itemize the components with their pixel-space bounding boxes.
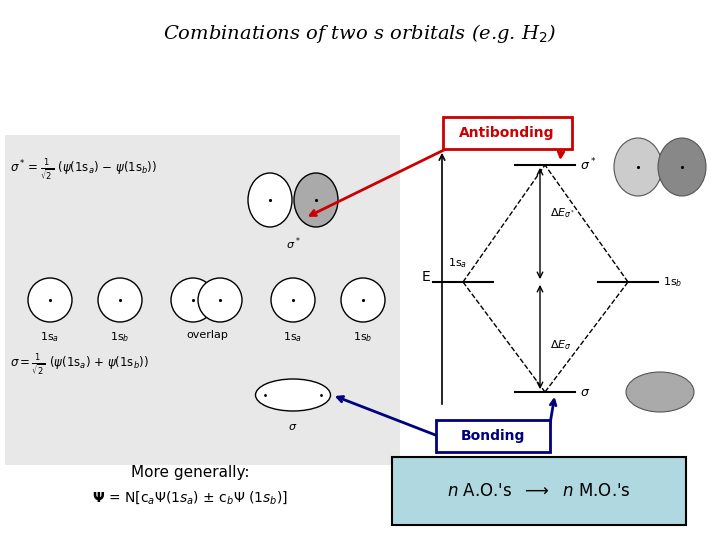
Text: Combinations of two s orbitals (e.g. H$_2$): Combinations of two s orbitals (e.g. H$_… [163,22,557,45]
Ellipse shape [614,138,662,196]
Ellipse shape [626,372,694,412]
Ellipse shape [658,138,706,196]
FancyBboxPatch shape [392,457,686,525]
Ellipse shape [271,278,315,322]
Text: $\Delta E_{\sigma}$: $\Delta E_{\sigma}$ [550,338,572,352]
Text: $\mathbf{\Psi}$ = N[c$_a$$\Psi$($\it{1s_a}$) $\pm$ c$_b$$\Psi$ ($\it{1s_b}$)]: $\mathbf{\Psi}$ = N[c$_a$$\Psi$($\it{1s_… [92,490,288,507]
Text: $\sigma$: $\sigma$ [288,422,297,432]
Text: $\sigma = \frac{1}{\sqrt{2}}$ ($\psi$(1s$_a$) $+$ $\psi$(1s$_b$)): $\sigma = \frac{1}{\sqrt{2}}$ ($\psi$(1s… [10,353,149,377]
Text: 1s$_a$: 1s$_a$ [449,256,467,270]
Text: $\sigma^*$: $\sigma^*$ [580,157,596,173]
Text: $\it{n}$ A.O.'s  $\longrightarrow$  $\it{n}$ M.O.'s: $\it{n}$ A.O.'s $\longrightarrow$ $\it{n… [447,482,631,500]
FancyBboxPatch shape [5,135,400,465]
Text: $\sigma^*$: $\sigma^*$ [286,235,300,252]
Text: $\sigma$: $\sigma$ [580,386,590,399]
Text: $\sigma^* = \frac{1}{\sqrt{2}}$ ($\psi$(1s$_a$) $-$ $\psi$(1s$_b$)): $\sigma^* = \frac{1}{\sqrt{2}}$ ($\psi$(… [10,158,157,183]
Text: Antibonding: Antibonding [459,126,554,140]
Ellipse shape [198,278,242,322]
Text: More generally:: More generally: [131,464,249,480]
Text: Bonding: Bonding [461,429,525,443]
Text: overlap: overlap [186,330,228,340]
Ellipse shape [28,278,72,322]
Ellipse shape [248,173,292,227]
Text: 1s$_a$: 1s$_a$ [284,330,302,344]
Ellipse shape [171,278,215,322]
Text: 1s$_a$: 1s$_a$ [40,330,60,344]
Ellipse shape [98,278,142,322]
Ellipse shape [341,278,385,322]
Text: 1s$_b$: 1s$_b$ [663,275,683,289]
Ellipse shape [294,173,338,227]
Text: 1s$_b$: 1s$_b$ [354,330,373,344]
Ellipse shape [256,379,330,411]
Text: 1s$_b$: 1s$_b$ [110,330,130,344]
Text: $\Delta E_{\sigma^*}$: $\Delta E_{\sigma^*}$ [550,207,575,220]
FancyBboxPatch shape [436,420,550,452]
FancyBboxPatch shape [443,117,572,149]
Text: E: E [421,270,430,284]
